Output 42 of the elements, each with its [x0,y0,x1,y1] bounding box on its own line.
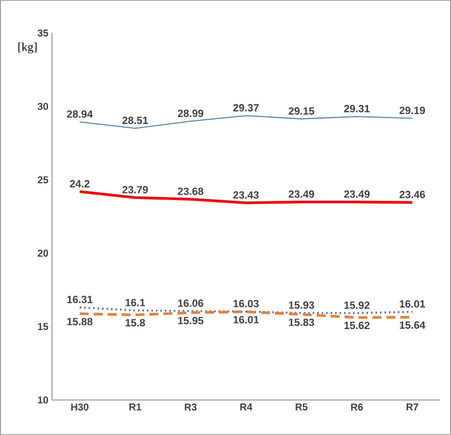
data-label: 15.95 [178,316,204,324]
data-label: 16.03 [234,300,259,308]
data-label: 15.64 [400,321,426,329]
data-label: 24.2 [70,180,90,188]
data-label: 16.01 [234,316,259,324]
data-label: 29.15 [288,107,314,115]
data-label: 28.51 [122,116,148,124]
data-label: 15.88 [67,318,92,326]
data-label: 23.49 [288,190,314,198]
x-tick-label: R7 [406,404,418,410]
data-label: 16.01 [400,300,426,308]
data-label: 28.94 [66,110,93,118]
data-label: 29.19 [400,106,425,114]
data-label: 23.43 [233,191,259,199]
x-tick-label: R1 [129,404,142,410]
data-label: 28.99 [178,110,204,118]
data-label: 16.1 [126,298,146,306]
y-tick-label: 25 [38,176,48,184]
data-label: 15.83 [288,318,314,326]
data-label: 23.46 [400,190,425,198]
y-tick-label: 35 [38,29,48,37]
y-axis-title: [kg] [18,42,37,54]
data-label: 15.8 [126,319,145,326]
data-label: 23.79 [122,186,148,194]
x-tick-label: R5 [296,404,308,410]
x-tick-label: R3 [184,404,197,411]
y-tick-label: 10 [38,396,48,404]
data-label: 15.62 [344,322,370,330]
data-label: 29.31 [344,104,370,112]
y-tick-label: 30 [38,102,48,110]
x-tick-label: H30 [71,404,88,411]
data-label: 23.68 [178,188,204,195]
data-label: 16.06 [178,299,204,307]
data-label: 15.92 [344,302,370,309]
y-tick-label: 15 [38,323,48,330]
y-tick-label: 20 [38,250,48,257]
data-label: 15.93 [288,301,314,309]
data-label: 29.37 [233,104,259,112]
x-tick-label: R6 [351,404,363,411]
data-label: 16.31 [67,296,92,304]
data-label: 23.49 [344,190,370,198]
x-tick-label: R4 [240,404,252,410]
